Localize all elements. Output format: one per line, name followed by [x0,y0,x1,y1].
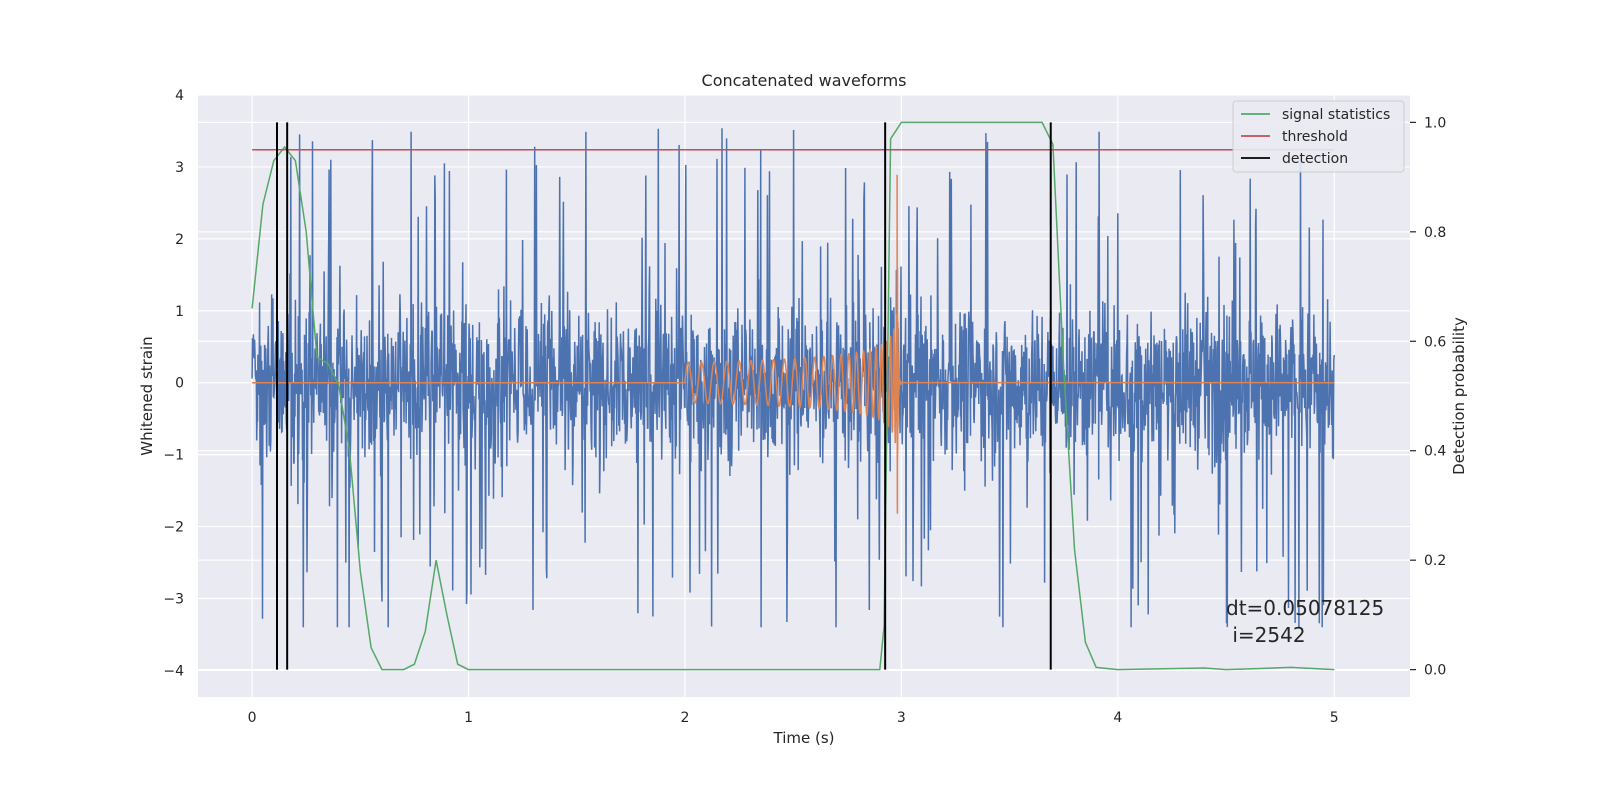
y2-axis-ticks: 0.0 0.2 0.4 0.6 0.8 1.0 [1410,115,1446,679]
y2-tick-label: 0.8 [1424,225,1446,241]
y-tick-label: −1 [163,448,184,464]
y-axis-label: Whitened strain [138,336,156,455]
y-tick-label: 4 [175,88,184,104]
x-axis-ticks: 0 1 2 3 4 5 [248,710,1339,726]
y-tick-label: −3 [163,591,184,607]
legend-box [1232,100,1405,173]
annotation-line: dt=0.05078125 [1226,596,1384,620]
whitened-strain-series [251,128,1336,628]
legend-detection-label: detection [1282,151,1348,167]
x-tick-label: 1 [464,710,473,726]
legend-threshold-label: threshold [1282,129,1348,145]
y2-tick-label: 0.2 [1424,553,1446,569]
legend: signal statistics threshold detection [1232,100,1405,173]
x-axis-label: Time (s) [773,729,835,747]
y2-tick-label: 0.0 [1424,663,1446,679]
y-tick-label: 3 [175,160,184,176]
y2-axis-label: Detection probability [1450,317,1468,475]
template-waveform-series [252,174,1335,514]
y2-tick-label: 1.0 [1424,115,1446,131]
y-tick-label: 0 [175,376,184,392]
x-tick-label: 2 [681,710,690,726]
y-axis-ticks: −4 −3 −2 −1 0 1 2 3 4 [163,88,184,679]
annotation-line: i=2542 [1226,623,1306,647]
plot-area [251,121,1336,671]
y2-tick-label: 0.6 [1424,334,1446,350]
y-tick-label: 2 [175,232,184,248]
legend-signal-statistics-label: signal statistics [1282,107,1390,123]
detection-lines [275,122,1052,670]
y2-tick-label: 0.4 [1424,444,1446,460]
chart-title: Concatenated waveforms [702,71,907,90]
x-tick-label: 4 [1113,710,1122,726]
signal-statistics-series [251,121,1335,671]
x-tick-label: 3 [897,710,906,726]
y-tick-label: 1 [175,304,184,320]
x-tick-label: 5 [1330,710,1339,726]
y-tick-label: −2 [163,520,184,536]
y-tick-label: −4 [163,663,184,679]
dt-annotation: dt=0.05078125 i=2542 [1226,596,1384,647]
x-tick-label: 0 [248,710,257,726]
